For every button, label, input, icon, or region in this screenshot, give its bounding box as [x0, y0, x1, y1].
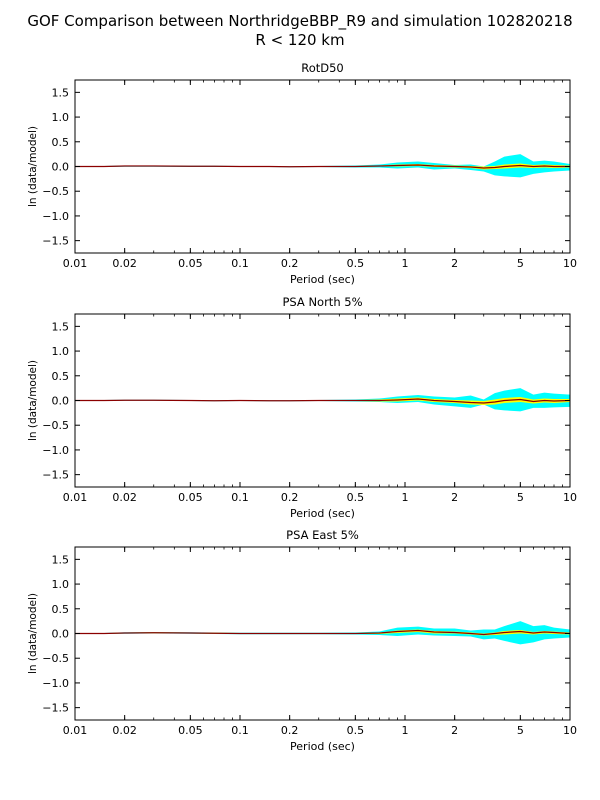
- panel-rotd50-x-tick-label: 1: [402, 257, 409, 270]
- panel-rotd50: 0.01 0.02 0.05 0.1 0.2 0.5 1 2 5 10 −1.5 −1.0 −0.5 0.…: [27, 61, 577, 286]
- panel-psa-east-5-mean-line: [75, 629, 570, 636]
- panel-psa-east-5-y-tick-label: 1.5: [52, 553, 70, 566]
- panel-rotd50-y-tick-label: −1.5: [42, 235, 69, 248]
- panel-psa-east-5-x-tick-label: 5: [517, 724, 524, 737]
- panel-psa-east-5-x-tick-label: 0.05: [178, 724, 203, 737]
- panel-psa-north-5-x-tick-label: 0.5: [347, 491, 365, 504]
- panel-psa-east-5-y-tick-label: −1.5: [42, 702, 69, 715]
- panel-psa-east-5-x-tick-label: 0.1: [231, 724, 249, 737]
- figure-title-line2: R < 120 km: [255, 31, 345, 49]
- panel-psa-east-5-y-tick-label: 1.0: [52, 578, 70, 591]
- panel-psa-north-5-mean-line: [75, 398, 570, 404]
- panel-rotd50-mean-line: [75, 164, 570, 169]
- panel-rotd50-y-tick-label: 1.5: [52, 86, 70, 99]
- panel-rotd50-x-tick-label: 5: [517, 257, 524, 270]
- panel-rotd50-x-tick-label: 10: [563, 257, 577, 270]
- panel-rotd50-x-axis-label: Period (sec): [290, 273, 355, 286]
- panel-psa-east-5-x-axis-label: Period (sec): [290, 740, 355, 753]
- panel-psa-east-5-outer-band: [75, 621, 570, 645]
- panel-psa-east-5-x-tick-label: 0.5: [347, 724, 365, 737]
- panel-psa-north-5-y-tick-label: −0.5: [42, 419, 69, 432]
- panel-psa-east-5-y-tick-label: −0.5: [42, 652, 69, 665]
- panel-psa-north-5-y-tick-label: 0.5: [52, 370, 70, 383]
- panel-psa-east-5-y-tick-label: 0.5: [52, 603, 70, 616]
- panel-rotd50-y-axis-label: ln (data/model): [27, 126, 39, 207]
- panel-rotd50-y-tick-label: 0.5: [52, 136, 70, 149]
- panel-rotd50-y-tick-label: 0.0: [52, 161, 70, 174]
- panel-rotd50-x-tick-label: 0.01: [63, 257, 88, 270]
- panel-psa-north-5-x-tick-label: 2: [451, 491, 458, 504]
- panel-psa-east-5-plot-area: [75, 621, 570, 645]
- panel-psa-east-5-y-tick-label: 0.0: [52, 628, 70, 641]
- panel-psa-north-5-y-tick-label: 1.0: [52, 345, 70, 358]
- panel-psa-north-5-x-axis-label: Period (sec): [290, 507, 355, 520]
- panel-psa-east-5-title: PSA East 5%: [286, 528, 359, 542]
- panel-psa-east-5-x-tick-label: 0.2: [281, 724, 299, 737]
- panel-rotd50-x-tick-label: 2: [451, 257, 458, 270]
- panel-psa-north-5-x-tick-label: 0.05: [178, 491, 203, 504]
- panel-rotd50-y-tick-label: −0.5: [42, 185, 69, 198]
- panel-psa-north-5-y-tick-label: −1.5: [42, 469, 69, 482]
- panel-psa-north-5-x-tick-label: 10: [563, 491, 577, 504]
- panel-psa-north-5-y-tick-label: −1.0: [42, 444, 69, 457]
- panel-psa-east-5-y-axis-label: ln (data/model): [27, 593, 39, 674]
- panel-psa-north-5-y-tick-label: 1.5: [52, 320, 70, 333]
- panel-psa-east-5-x-tick-label: 0.01: [63, 724, 88, 737]
- panel-rotd50-x-tick-label: 0.2: [281, 257, 299, 270]
- panel-psa-east-5-y-tick-label: −1.0: [42, 677, 69, 690]
- panel-psa-north-5-x-tick-label: 0.2: [281, 491, 299, 504]
- panel-psa-north-5-x-tick-label: 0.01: [63, 491, 88, 504]
- panel-psa-north-5-x-tick-label: 0.1: [231, 491, 249, 504]
- panel-psa-east-5-x-tick-label: 2: [451, 724, 458, 737]
- panel-rotd50-x-tick-label: 0.5: [347, 257, 365, 270]
- figure-title-line1: GOF Comparison between NorthridgeBBP_R9 …: [27, 12, 573, 30]
- panel-rotd50-plot-area: [75, 154, 570, 178]
- figure-title: GOF Comparison between NorthridgeBBP_R9 …: [0, 12, 600, 50]
- panel-psa-north-5-outer-band: [75, 388, 570, 412]
- panel-psa-north-5-x-tick-label: 0.02: [112, 491, 137, 504]
- panel-rotd50-y-tick-label: −1.0: [42, 210, 69, 223]
- panel-psa-north-5-y-axis-label: ln (data/model): [27, 360, 39, 441]
- panel-psa-east-5: 0.01 0.02 0.05 0.1 0.2 0.5 1 2 5 10 −1.5 −1.0 −0.5 0.…: [27, 528, 577, 753]
- panel-psa-east-5-x-tick-label: 0.02: [112, 724, 137, 737]
- panel-rotd50-title: RotD50: [301, 61, 344, 75]
- panel-psa-east-5-x-tick-label: 10: [563, 724, 577, 737]
- panel-psa-north-5-plot-area: [75, 388, 570, 412]
- panel-rotd50-y-tick-label: 1.0: [52, 111, 70, 124]
- panel-psa-north-5-x-tick-label: 1: [402, 491, 409, 504]
- panel-psa-north-5: 0.01 0.02 0.05 0.1 0.2 0.5 1 2 5 10 −1.5 −1.0 −0.5 0.…: [27, 295, 577, 520]
- panel-psa-north-5-y-tick-label: 0.0: [52, 395, 70, 408]
- panel-rotd50-x-tick-label: 0.05: [178, 257, 203, 270]
- panel-psa-north-5-x-tick-label: 5: [517, 491, 524, 504]
- panel-rotd50-x-tick-label: 0.02: [112, 257, 137, 270]
- panel-psa-north-5-title: PSA North 5%: [282, 295, 362, 309]
- panel-psa-north-5-inner-band: [75, 397, 570, 405]
- panel-psa-east-5-x-tick-label: 1: [402, 724, 409, 737]
- panel-rotd50-x-tick-label: 0.1: [231, 257, 249, 270]
